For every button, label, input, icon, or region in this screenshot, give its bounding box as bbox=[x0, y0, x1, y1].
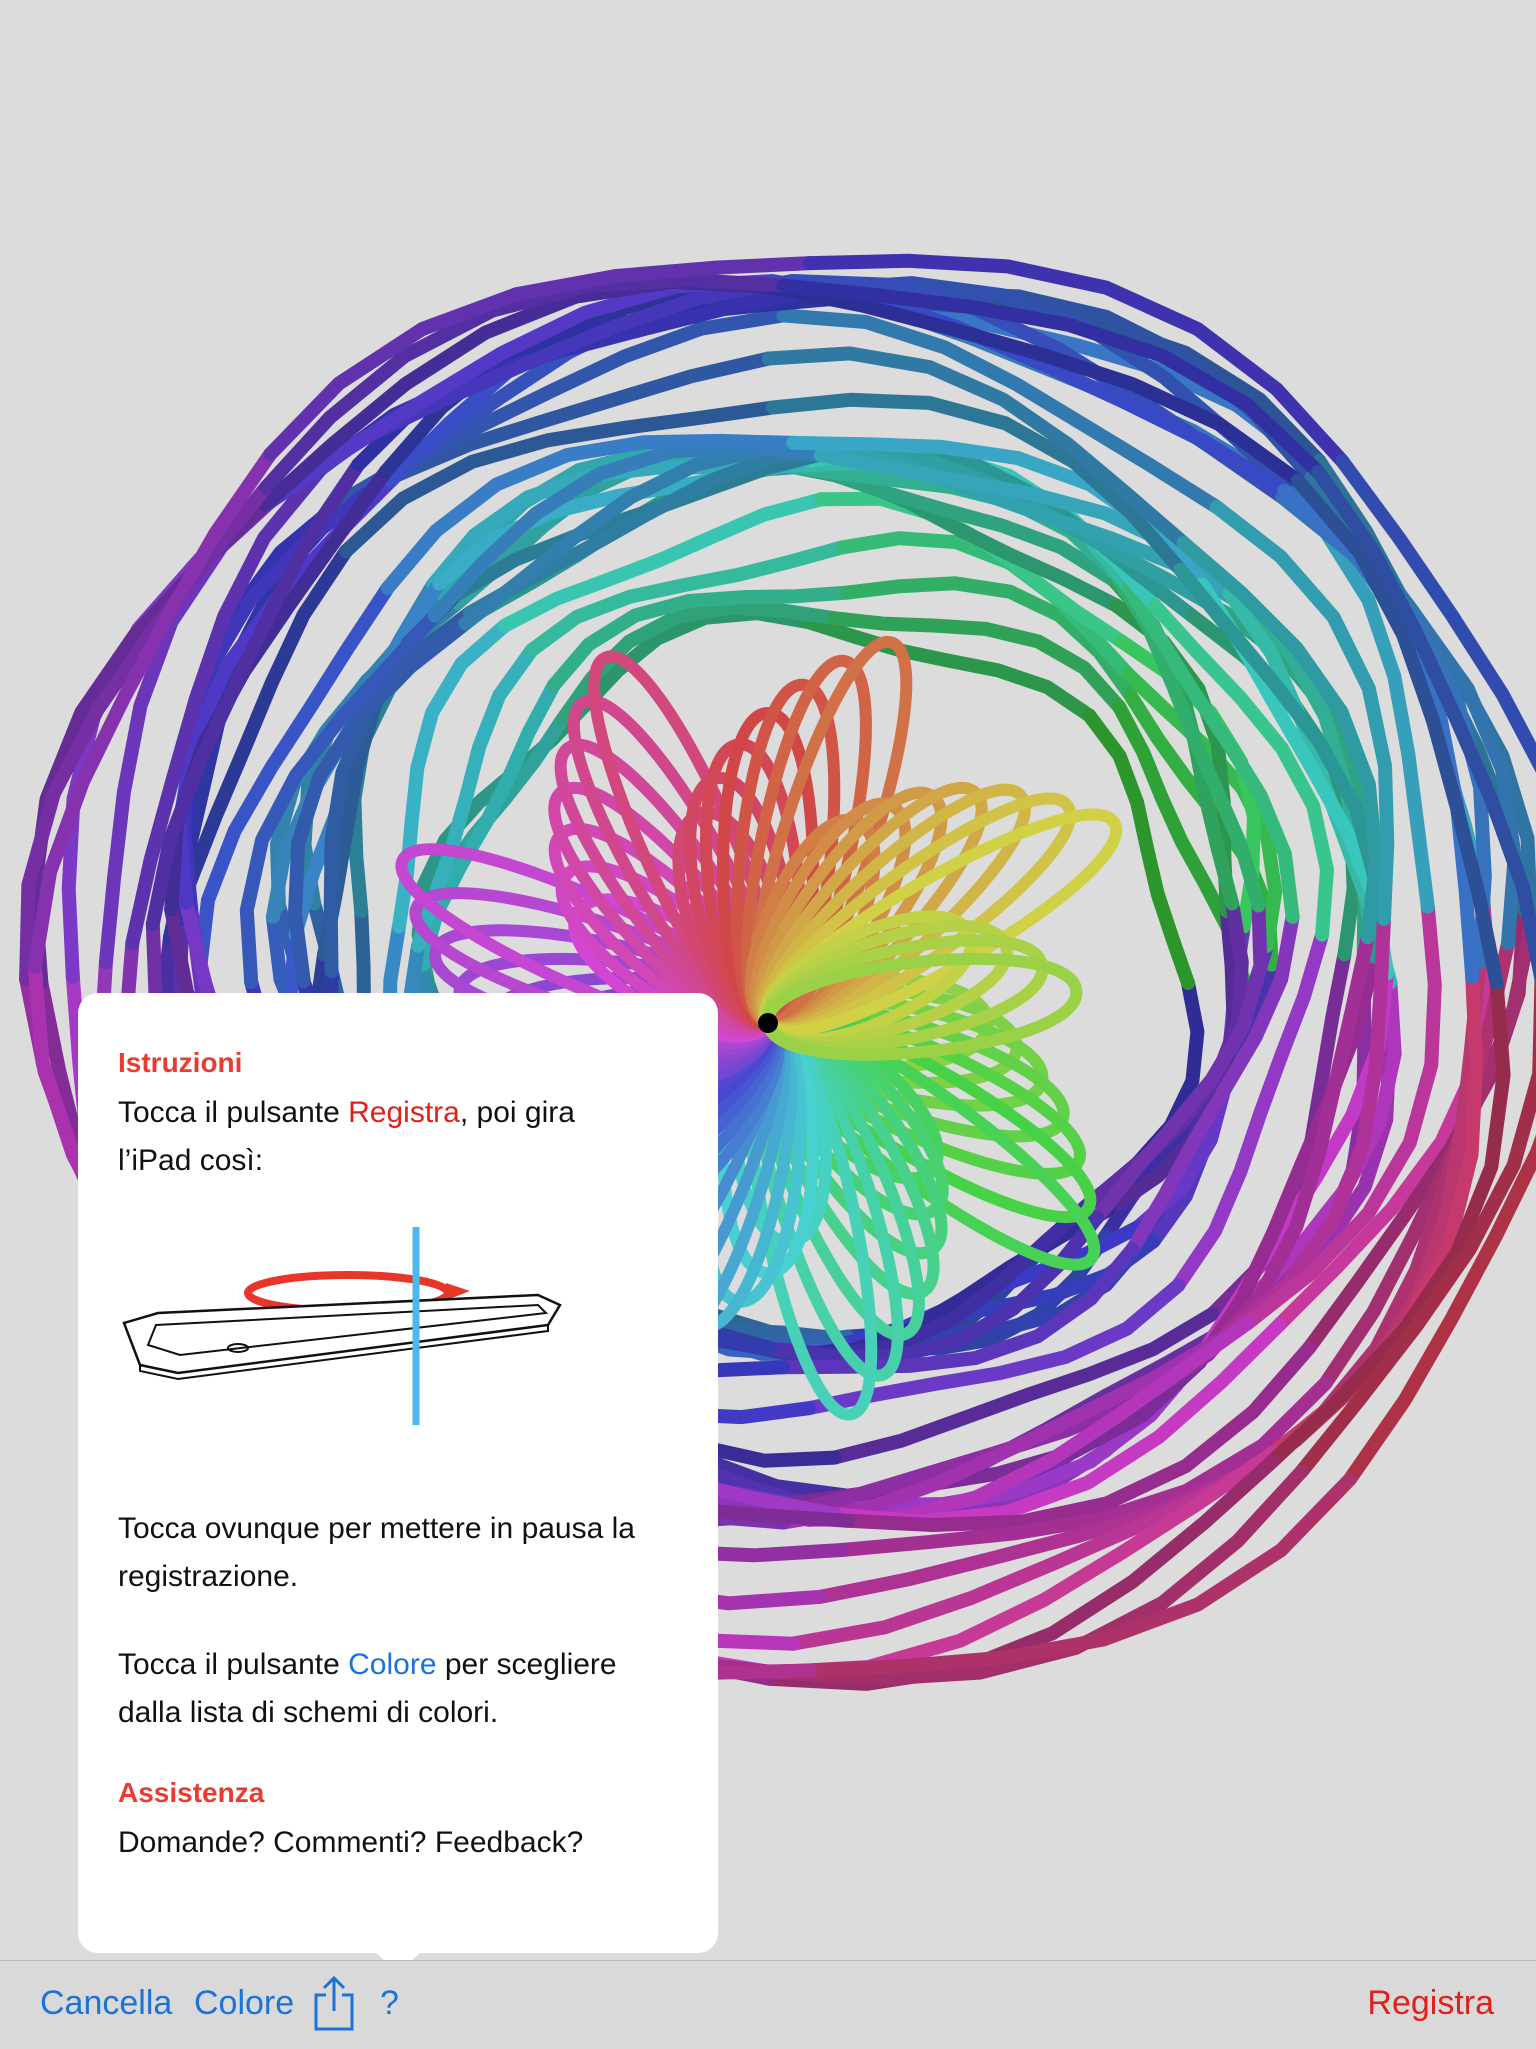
drawn-stroke bbox=[1121, 581, 1300, 924]
drawn-stroke bbox=[1209, 500, 1395, 926]
drawn-stroke bbox=[1125, 909, 1300, 1257]
instructions-heading: Istruzioni bbox=[118, 1047, 243, 1078]
drawn-stroke bbox=[125, 461, 328, 951]
drawn-stroke bbox=[27, 447, 278, 974]
drawn-stroke bbox=[759, 792, 1077, 1036]
drawn-stroke bbox=[239, 608, 442, 990]
drawn-stroke bbox=[801, 615, 1097, 723]
color-button[interactable]: Colore bbox=[194, 1984, 295, 2022]
instructions-paragraph-record: Tocca il pulsante Registra, poi gira l’iP… bbox=[118, 1096, 575, 1177]
drawn-stroke bbox=[497, 492, 829, 633]
drawn-stroke bbox=[1240, 899, 1442, 1331]
instructions-popover: Istruzioni Tocca il pulsante Registra, p… bbox=[78, 993, 718, 1953]
drawn-stroke bbox=[1342, 1134, 1536, 1487]
drawn-stroke bbox=[776, 278, 1326, 479]
support-text[interactable]: Domande? Commenti? Feedback? bbox=[118, 1826, 584, 1859]
drawn-stroke bbox=[840, 1340, 1317, 1532]
drawn-stroke bbox=[761, 346, 1191, 550]
drawn-stroke bbox=[338, 400, 780, 559]
share-button[interactable] bbox=[312, 1975, 356, 2031]
drawn-stroke bbox=[1090, 898, 1268, 1225]
drawn-stroke bbox=[765, 392, 1188, 577]
support-heading: Assistenza bbox=[118, 1777, 265, 1808]
instructions-paragraph-pause: Tocca ovunque per mettere in pausa la reg… bbox=[118, 1512, 635, 1593]
drawn-stroke bbox=[524, 540, 850, 658]
record-button[interactable]: Registra bbox=[1367, 1984, 1494, 2022]
drawn-stroke bbox=[1171, 927, 1330, 1293]
drawn-stroke bbox=[775, 1242, 1140, 1375]
drawn-stroke bbox=[1272, 896, 1497, 1333]
ipad-icon bbox=[122, 1293, 562, 1381]
colore-inline-label: Colore bbox=[348, 1648, 437, 1681]
drawn-stroke bbox=[380, 433, 801, 595]
instructions-paragraph-color: Tocca il pulsante Colore per scegliere da… bbox=[118, 1648, 617, 1729]
help-button[interactable]: ? bbox=[380, 1984, 399, 2022]
drawn-stroke bbox=[1311, 464, 1536, 984]
drawn-stroke bbox=[1176, 536, 1384, 945]
drawn-stroke bbox=[1147, 598, 1334, 942]
share-icon bbox=[314, 1975, 354, 2031]
drawn-stroke bbox=[762, 280, 1305, 488]
pen-position-dot bbox=[758, 1013, 778, 1033]
drawn-stroke bbox=[1290, 473, 1504, 990]
drawn-stroke bbox=[762, 952, 1083, 1061]
drawn-stroke bbox=[192, 580, 395, 981]
drawn-stroke bbox=[145, 457, 366, 931]
drawn-stroke bbox=[1294, 975, 1536, 1479]
drawn-stroke bbox=[827, 1306, 1220, 1465]
drawn-stroke bbox=[1192, 949, 1382, 1370]
drawn-stroke bbox=[1201, 930, 1375, 1362]
drawn-stroke bbox=[826, 611, 1127, 714]
drawn-stroke bbox=[263, 256, 817, 462]
registra-inline-label: Registra bbox=[348, 1096, 460, 1129]
drawn-stroke bbox=[803, 253, 1350, 469]
drawn-stroke bbox=[803, 1472, 1357, 1678]
drawn-stroke bbox=[1082, 708, 1195, 990]
drawn-stroke bbox=[288, 616, 473, 989]
drawn-stroke bbox=[757, 783, 1031, 1035]
drawn-stroke bbox=[1335, 454, 1536, 773]
drawn-stroke bbox=[546, 585, 855, 693]
clear-button[interactable]: Cancella bbox=[40, 1984, 173, 2022]
drawn-stroke bbox=[776, 308, 1224, 515]
drawn-stroke bbox=[776, 1330, 1231, 1530]
drawn-stroke bbox=[1265, 975, 1511, 1469]
ipad-rotation-illustration bbox=[122, 1227, 562, 1425]
drawn-stroke bbox=[834, 1376, 1333, 1557]
bottom-toolbar: Cancella Colore ? Registra bbox=[0, 1960, 1536, 2049]
